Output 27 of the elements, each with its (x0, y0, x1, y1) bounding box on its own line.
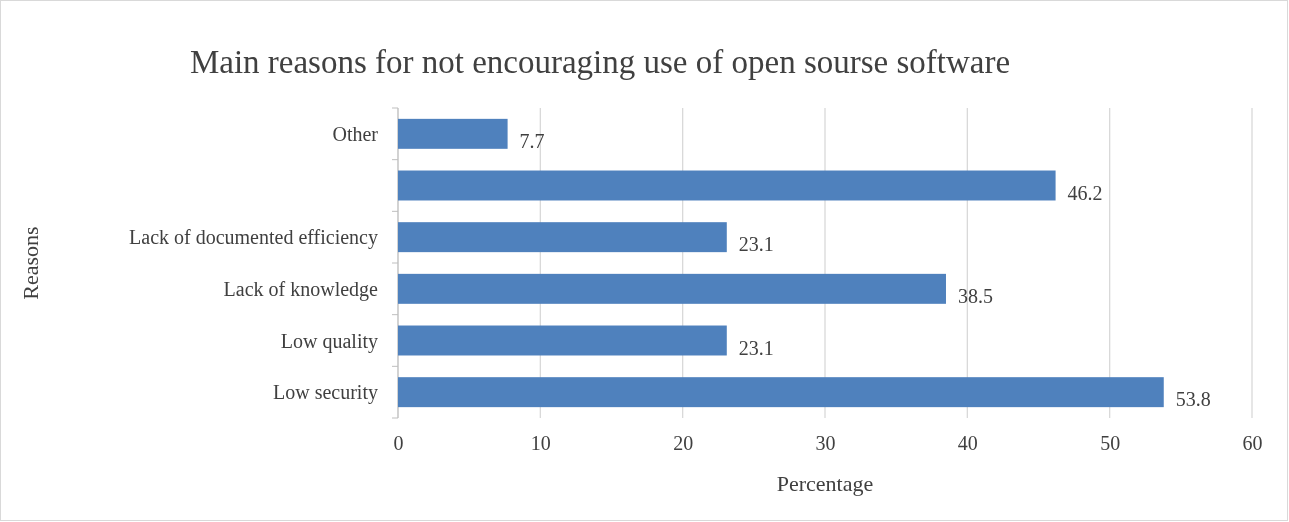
y-axis-title: Reasons (18, 226, 43, 300)
x-tick-label: 0 (393, 432, 404, 455)
y-tick-label: Lack of knowledge (223, 277, 379, 301)
data-label: 46.2 (1067, 181, 1103, 204)
y-tick-label: Lack of documented efficiency (129, 226, 378, 250)
data-label: 23.1 (738, 336, 774, 359)
y-tick-label: Low quality (280, 329, 378, 353)
bar (398, 273, 946, 304)
x-tick-label: 60 (1242, 432, 1263, 455)
x-tick-label: 20 (673, 432, 694, 455)
y-tick-label: Other (332, 122, 379, 145)
chart-title: Main reasons for not encouraging use of open sourse software (189, 44, 1011, 80)
x-tick-label: 30 (815, 432, 836, 455)
bar (398, 377, 1164, 408)
data-label: 53.8 (1175, 388, 1211, 411)
bar (398, 118, 508, 149)
data-label: 7.7 (519, 129, 545, 152)
data-label: 38.5 (957, 284, 993, 307)
x-tick-label: 40 (957, 432, 978, 455)
bar (398, 325, 727, 356)
x-axis-title: Percentage (776, 471, 874, 496)
x-tick-label: 10 (530, 432, 551, 455)
y-tick-label: Low security (273, 381, 378, 405)
data-label: 23.1 (738, 233, 774, 256)
x-tick-label: 50 (1100, 432, 1121, 455)
bar (398, 170, 1056, 201)
bar (398, 222, 727, 253)
